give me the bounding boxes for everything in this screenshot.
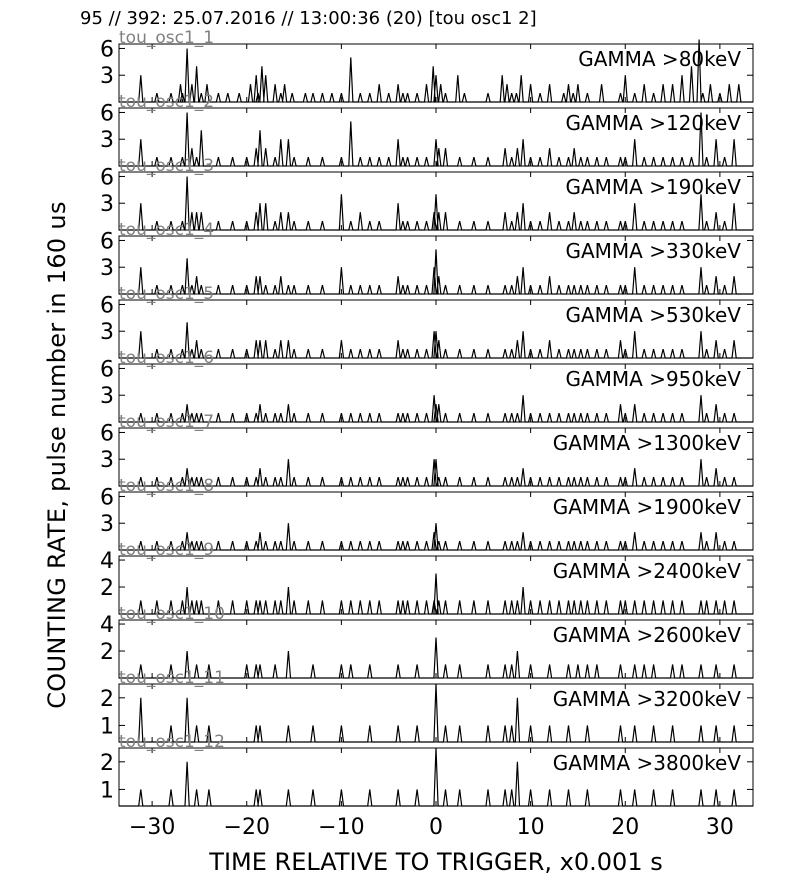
y-tick-label: 3 xyxy=(100,64,114,89)
y-tick-label: 2 xyxy=(100,751,114,776)
series-line xyxy=(119,747,753,807)
y-tick-label: 3 xyxy=(100,320,114,345)
x-tick-label: 10 xyxy=(517,815,545,840)
panel-label: GAMMA >330keV xyxy=(565,239,741,263)
y-tick-label: 1 xyxy=(100,714,114,739)
channel-tag: tou_osc1_10 xyxy=(119,604,225,624)
channel-tag: tou_osc1_5 xyxy=(119,284,214,304)
panel-label: GAMMA >80keV xyxy=(578,47,741,71)
y-tick-label: 3 xyxy=(100,384,114,409)
y-tick-label: 2 xyxy=(100,640,114,665)
channel-tag: tou_osc1_4 xyxy=(119,220,214,240)
channel-tag: tou_osc1_3 xyxy=(119,156,214,176)
y-tick-label: 2 xyxy=(100,576,114,601)
y-tick-label: 6 xyxy=(100,37,114,62)
series-line xyxy=(119,683,753,743)
y-tick-label: 3 xyxy=(100,256,114,281)
panel-label: GAMMA >2600keV xyxy=(553,623,742,647)
y-tick-label: 3 xyxy=(100,192,114,217)
panel-label: GAMMA >950keV xyxy=(565,367,741,391)
x-tick-label: 0 xyxy=(429,815,443,840)
panel-label: GAMMA >530keV xyxy=(565,303,741,327)
x-tick-label: −30 xyxy=(129,815,175,840)
series-line xyxy=(119,573,753,615)
chart-title: 95 // 392: 25.07.2016 // 13:00:36 (20) [… xyxy=(80,8,537,29)
series-line xyxy=(119,459,753,487)
channel-tag: tou_osc1_12 xyxy=(119,732,225,752)
y-tick-label: 6 xyxy=(100,485,114,510)
y-tick-label: 3 xyxy=(100,512,114,537)
y-tick-label: 6 xyxy=(100,421,114,446)
channel-tag: tou_osc1_6 xyxy=(119,348,214,368)
y-tick-label: 6 xyxy=(100,293,114,318)
series-line xyxy=(119,523,753,551)
series-line xyxy=(119,39,753,103)
y-tick-label: 2 xyxy=(100,687,114,712)
channel-tag: tou_osc1_7 xyxy=(119,412,214,432)
panel-label: GAMMA >1300keV xyxy=(553,431,742,455)
series-line xyxy=(119,112,753,167)
panel-label: GAMMA >190keV xyxy=(565,175,741,199)
series-line xyxy=(119,322,753,359)
series-line xyxy=(119,249,753,295)
panel-label: GAMMA >1900keV xyxy=(553,495,742,519)
y-tick-label: 6 xyxy=(100,165,114,190)
channel-tag: tou_osc1_8 xyxy=(119,476,214,496)
x-axis-label: TIME RELATIVE TO TRIGGER, x0.001 s xyxy=(209,848,663,876)
y-tick-label: 1 xyxy=(100,778,114,803)
y-tick-label: 6 xyxy=(100,229,114,254)
y-tick-label: 4 xyxy=(100,613,114,638)
channel-tag: tou_osc1_1 xyxy=(119,28,214,48)
y-tick-label: 4 xyxy=(100,549,114,574)
y-tick-label: 6 xyxy=(100,357,114,382)
y-tick-label: 3 xyxy=(100,448,114,473)
x-tick-label: 30 xyxy=(706,815,734,840)
x-tick-label: −10 xyxy=(318,815,364,840)
channel-tag: tou_osc1_9 xyxy=(119,540,214,560)
y-tick-label: 6 xyxy=(100,101,114,126)
channel-tag: tou_osc1_2 xyxy=(119,92,214,112)
panel-label: GAMMA >3200keV xyxy=(553,687,742,711)
y-tick-label: 3 xyxy=(100,128,114,153)
series-line xyxy=(119,395,753,423)
panel-label: GAMMA >120keV xyxy=(565,111,741,135)
channel-tag: tou_osc1_11 xyxy=(119,668,225,688)
panel-label: GAMMA >3800keV xyxy=(553,751,742,775)
x-tick-label: −20 xyxy=(224,815,270,840)
x-tick-label: 20 xyxy=(611,815,639,840)
series-line xyxy=(119,176,753,231)
panel-label: GAMMA >2400keV xyxy=(553,559,742,583)
series-line xyxy=(119,637,753,679)
